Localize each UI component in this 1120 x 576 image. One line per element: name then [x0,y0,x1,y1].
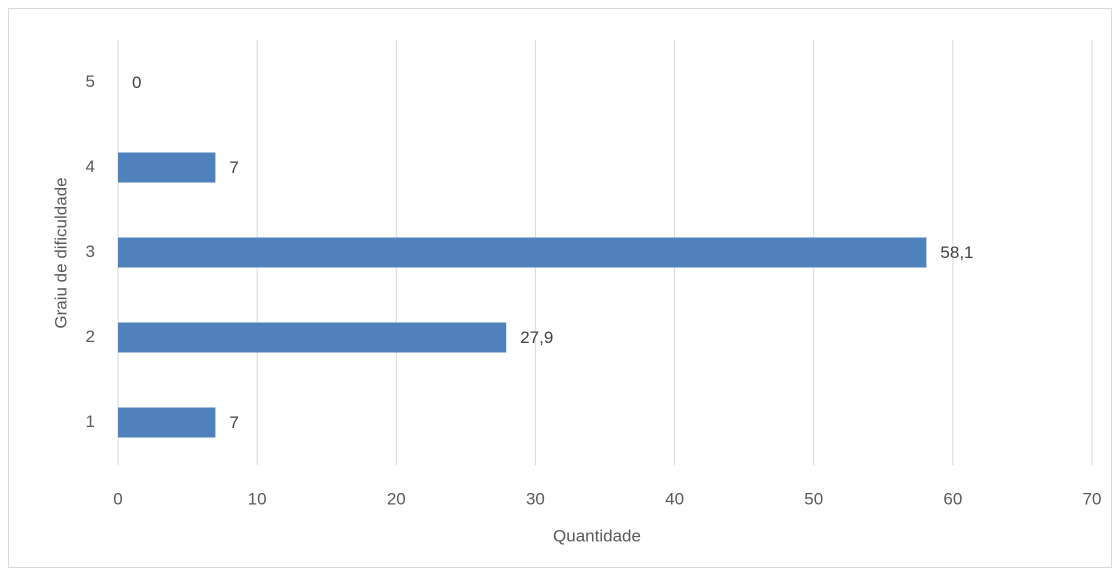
y-tick-label: 3 [86,242,95,261]
x-tick-label: 70 [1083,489,1102,508]
chart-border [8,8,1112,568]
value-label: 0 [132,73,141,92]
x-tick-label: 60 [943,489,962,508]
value-label: 7 [229,413,238,432]
x-tick-label: 40 [665,489,684,508]
y-tick-label: 2 [86,327,95,346]
y-tick-label: 4 [86,157,95,176]
bar [118,152,216,183]
x-tick-label: 0 [113,489,122,508]
x-tick-label: 50 [804,489,823,508]
x-tick-label: 20 [387,489,406,508]
bar [118,322,507,353]
value-label: 7 [229,158,238,177]
y-axis-title: Graiu de dificuldade [51,177,70,328]
bar [118,407,216,438]
value-label: 27,9 [520,328,553,347]
y-tick-label: 1 [86,412,95,431]
x-tick-label: 30 [526,489,545,508]
bar [118,237,927,268]
value-label: 58,1 [940,243,973,262]
x-axis-title: Quantidade [553,526,641,545]
y-tick-label: 5 [86,72,95,91]
x-tick-label: 10 [248,489,267,508]
